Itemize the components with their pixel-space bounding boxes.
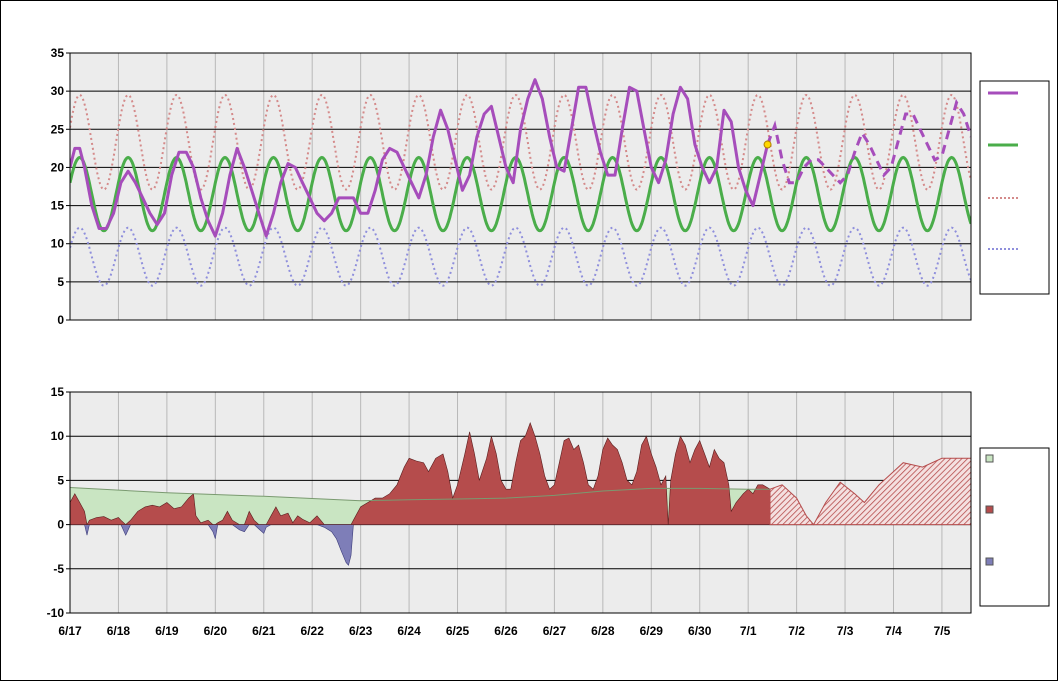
x-tick-label-bottom: 6/21 (252, 624, 276, 638)
legend-negative-swatch (985, 557, 994, 566)
top-y-tick-label: 30 (51, 84, 65, 98)
x-tick-label-bottom: 6/19 (155, 624, 179, 638)
temperature-chart: 0 5 10 15 20 25 30 35 (51, 46, 972, 327)
top-y-tick-label: 5 (57, 275, 64, 289)
bottom-y-tick-label: 5 (57, 473, 64, 487)
bottom-y-tick-label: 10 (51, 429, 65, 443)
top-y-tick-label: 25 (51, 122, 65, 136)
x-tick-label-bottom: 6/23 (349, 624, 373, 638)
top-y-tick-label: 20 (51, 160, 65, 174)
record-high-line (70, 93, 971, 191)
legends (979, 80, 1050, 607)
x-tick-label-bottom: 6/20 (204, 624, 228, 638)
x-tick-label-bottom: 7/4 (885, 624, 902, 638)
x-tick-label-bottom: 7/1 (740, 624, 757, 638)
x-tick-label-bottom: 6/25 (446, 624, 470, 638)
positive-departure-area (70, 422, 771, 526)
top-y-tick-label: 0 (57, 313, 64, 327)
x-tick-label-bottom: 6/29 (640, 624, 664, 638)
top-y-tick-label: 15 (51, 199, 65, 213)
bottom-y-tick-label: -5 (53, 562, 64, 576)
x-tick-label-bottom: 6/24 (397, 624, 421, 638)
x-tick-label-bottom: 7/3 (837, 624, 854, 638)
normal-temp-line (70, 155, 971, 233)
observed-temp-line (70, 78, 769, 238)
x-tick-label-bottom: 6/30 (688, 624, 712, 638)
forecast-temp-line (766, 98, 971, 185)
legend-normal-band-swatch (985, 454, 994, 463)
x-tick-label-bottom: 7/2 (788, 624, 805, 638)
bottom-plot-border (69, 391, 972, 614)
top-y-tick-label: 10 (51, 237, 65, 251)
x-tick-label-bottom: 6/27 (543, 624, 567, 638)
x-tick-label-bottom: 6/22 (301, 624, 325, 638)
bottom-y-tick-label: 0 (57, 518, 64, 532)
bottom-legend-box (979, 447, 1050, 607)
top-plot-area (70, 53, 971, 320)
normal-band-edge (70, 487, 770, 502)
departure-chart: 6/17 6/18 6/19 6/20 6/21 6/22 6/23 6/24 6/25 6/26… (47, 385, 972, 638)
top-legend-box (979, 80, 1050, 295)
current-temp-marker (763, 140, 772, 149)
bottom-y-tick-label: 15 (51, 385, 65, 399)
x-tick-label-bottom: 6/26 (494, 624, 518, 638)
bottom-y-tick-label: -10 (47, 606, 65, 620)
top-plot-border (69, 52, 972, 321)
top-series-group (70, 78, 971, 287)
x-tick-label-bottom: 6/17 (58, 624, 82, 638)
record-low-line (70, 226, 971, 287)
top-y-tick-label: 35 (51, 46, 65, 60)
x-tick-label-bottom: 6/18 (107, 624, 131, 638)
x-tick-label-bottom: 7/5 (934, 624, 951, 638)
x-tick-label-bottom: 6/28 (591, 624, 615, 638)
legend-positive-swatch (985, 505, 994, 514)
forecast-departure-area (769, 457, 971, 526)
bottom-series-group (70, 422, 971, 566)
